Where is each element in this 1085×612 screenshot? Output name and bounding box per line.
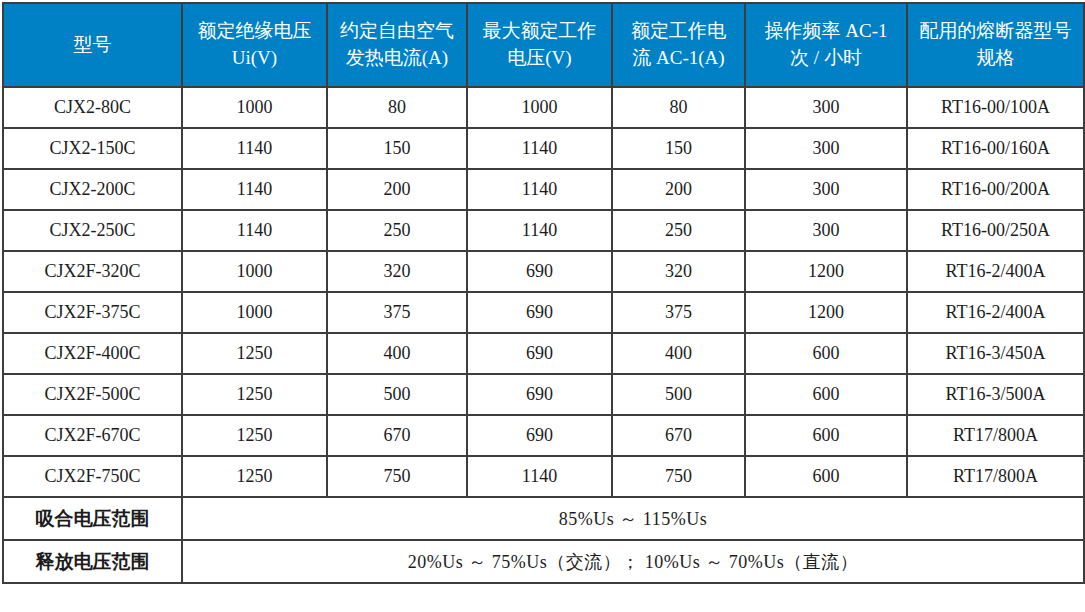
contactor-spec-table: 型号 额定绝缘电压 Ui(V) 约定自由空气发热电流(A) 最大额定工作电压(V… xyxy=(2,2,1085,584)
cell-value: 750 xyxy=(612,456,745,497)
cell-value: 1250 xyxy=(182,415,327,456)
cell-value: 300 xyxy=(745,169,907,210)
cell-model: CJX2F-670C xyxy=(3,415,182,456)
cell-value: 80 xyxy=(612,87,745,128)
release-voltage-value: 20%Us ～ 75%Us（交流）； 10%Us ～ 70%Us（直流） xyxy=(182,540,1084,583)
cell-model: CJX2-200C xyxy=(3,169,182,210)
cell-model: CJX2-150C xyxy=(3,128,182,169)
cell-value: 200 xyxy=(612,169,745,210)
table-row: CJX2-80C 1000 80 1000 80 300 RT16-00/100… xyxy=(3,87,1084,128)
cell-value: 1140 xyxy=(467,456,612,497)
cell-value: 1140 xyxy=(467,128,612,169)
cell-value: 500 xyxy=(612,374,745,415)
cell-fuse: RT17/800A xyxy=(907,415,1084,456)
cell-value: 690 xyxy=(467,251,612,292)
cell-fuse: RT16-3/450A xyxy=(907,333,1084,374)
cell-value: 1000 xyxy=(182,251,327,292)
cell-fuse: RT16-00/160A xyxy=(907,128,1084,169)
cell-model: CJX2-80C xyxy=(3,87,182,128)
column-header-fuse-model: 配用的熔断器型号规格 xyxy=(907,3,1084,87)
cell-model: CJX2F-400C xyxy=(3,333,182,374)
cell-value: 1140 xyxy=(467,210,612,251)
cell-value: 1200 xyxy=(745,292,907,333)
cell-fuse: RT16-2/400A xyxy=(907,251,1084,292)
cell-model: CJX2F-500C xyxy=(3,374,182,415)
cell-value: 300 xyxy=(745,128,907,169)
cell-value: 1250 xyxy=(182,333,327,374)
cell-value: 150 xyxy=(612,128,745,169)
cell-value: 1140 xyxy=(467,169,612,210)
cell-value: 300 xyxy=(745,87,907,128)
cell-value: 600 xyxy=(745,456,907,497)
table-row: CJX2F-750C 1250 750 1140 750 600 RT17/80… xyxy=(3,456,1084,497)
cell-value: 320 xyxy=(327,251,467,292)
column-header-operating-frequency: 操作频率 AC-1 次 / 小时 xyxy=(745,3,907,87)
cell-value: 80 xyxy=(327,87,467,128)
release-voltage-row: 释放电压范围 20%Us ～ 75%Us（交流）； 10%Us ～ 70%Us（… xyxy=(3,540,1084,583)
cell-fuse: RT16-2/400A xyxy=(907,292,1084,333)
cell-value: 690 xyxy=(467,374,612,415)
table-row: CJX2F-320C 1000 320 690 320 1200 RT16-2/… xyxy=(3,251,1084,292)
cell-value: 400 xyxy=(612,333,745,374)
cell-value: 375 xyxy=(327,292,467,333)
column-header-insulation-voltage: 额定绝缘电压 Ui(V) xyxy=(182,3,327,87)
cell-fuse: RT16-00/100A xyxy=(907,87,1084,128)
cell-value: 670 xyxy=(612,415,745,456)
cell-value: 1140 xyxy=(182,128,327,169)
column-header-model: 型号 xyxy=(3,3,182,87)
cell-value: 250 xyxy=(327,210,467,251)
table-row: CJX2F-500C 1250 500 690 500 600 RT16-3/5… xyxy=(3,374,1084,415)
cell-value: 690 xyxy=(467,292,612,333)
cell-model: CJX2F-375C xyxy=(3,292,182,333)
header-row: 型号 额定绝缘电压 Ui(V) 约定自由空气发热电流(A) 最大额定工作电压(V… xyxy=(3,3,1084,87)
pickup-voltage-label: 吸合电压范围 xyxy=(3,497,182,540)
table-row: CJX2-250C 1140 250 1140 250 300 RT16-00/… xyxy=(3,210,1084,251)
table-row: CJX2F-670C 1250 670 690 670 600 RT17/800… xyxy=(3,415,1084,456)
cell-value: 1000 xyxy=(182,87,327,128)
cell-value: 1250 xyxy=(182,374,327,415)
cell-value: 500 xyxy=(327,374,467,415)
pickup-voltage-value: 85%Us ～ 115%Us xyxy=(182,497,1084,540)
cell-value: 690 xyxy=(467,415,612,456)
column-header-max-working-voltage: 最大额定工作电压(V) xyxy=(467,3,612,87)
release-voltage-label: 释放电压范围 xyxy=(3,540,182,583)
cell-value: 1000 xyxy=(182,292,327,333)
cell-fuse: RT16-00/200A xyxy=(907,169,1084,210)
cell-fuse: RT17/800A xyxy=(907,456,1084,497)
cell-model: CJX2-250C xyxy=(3,210,182,251)
cell-value: 375 xyxy=(612,292,745,333)
cell-value: 400 xyxy=(327,333,467,374)
cell-fuse: RT16-00/250A xyxy=(907,210,1084,251)
cell-model: CJX2F-750C xyxy=(3,456,182,497)
cell-value: 1200 xyxy=(745,251,907,292)
table-row: CJX2-150C 1140 150 1140 150 300 RT16-00/… xyxy=(3,128,1084,169)
cell-value: 1250 xyxy=(182,456,327,497)
cell-value: 670 xyxy=(327,415,467,456)
table-row: CJX2-200C 1140 200 1140 200 300 RT16-00/… xyxy=(3,169,1084,210)
cell-value: 1000 xyxy=(467,87,612,128)
cell-value: 150 xyxy=(327,128,467,169)
cell-value: 200 xyxy=(327,169,467,210)
cell-value: 600 xyxy=(745,415,907,456)
cell-value: 690 xyxy=(467,333,612,374)
cell-value: 600 xyxy=(745,374,907,415)
cell-value: 750 xyxy=(327,456,467,497)
pickup-voltage-row: 吸合电压范围 85%Us ～ 115%Us xyxy=(3,497,1084,540)
column-header-working-current: 额定工作电流 AC-1(A) xyxy=(612,3,745,87)
cell-fuse: RT16-3/500A xyxy=(907,374,1084,415)
table-row: CJX2F-375C 1000 375 690 375 1200 RT16-2/… xyxy=(3,292,1084,333)
cell-value: 320 xyxy=(612,251,745,292)
column-header-thermal-current: 约定自由空气发热电流(A) xyxy=(327,3,467,87)
cell-value: 300 xyxy=(745,210,907,251)
cell-value: 250 xyxy=(612,210,745,251)
cell-value: 1140 xyxy=(182,169,327,210)
table-row: CJX2F-400C 1250 400 690 400 600 RT16-3/4… xyxy=(3,333,1084,374)
cell-value: 1140 xyxy=(182,210,327,251)
cell-model: CJX2F-320C xyxy=(3,251,182,292)
cell-value: 600 xyxy=(745,333,907,374)
